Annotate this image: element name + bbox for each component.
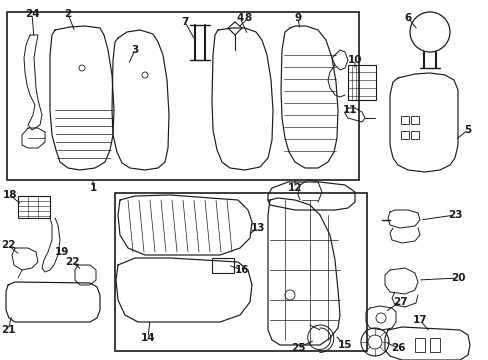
Bar	[18, 196, 50, 218]
Text: 13: 13	[250, 223, 264, 233]
Text: 3: 3	[131, 45, 138, 55]
Text: 7: 7	[181, 17, 188, 27]
Text: 23: 23	[447, 210, 461, 220]
Text: 9: 9	[294, 13, 301, 23]
Text: 5: 5	[464, 125, 470, 135]
Text: 4: 4	[236, 13, 243, 23]
Text: 14: 14	[141, 333, 155, 343]
Bar	[212, 258, 234, 273]
Text: 8: 8	[244, 13, 251, 23]
Text: 2: 2	[64, 9, 71, 19]
Text: 27: 27	[392, 297, 407, 307]
Text: 11: 11	[342, 105, 357, 115]
Text: 16: 16	[234, 265, 249, 275]
Bar	[410, 116, 418, 124]
Text: 22: 22	[1, 240, 15, 250]
Text: 21: 21	[1, 325, 15, 335]
Text: 10: 10	[347, 55, 362, 65]
Text: 25: 25	[290, 343, 305, 353]
Text: 6: 6	[404, 13, 411, 23]
Bar	[400, 116, 408, 124]
Text: 24: 24	[24, 9, 39, 19]
Text: 17: 17	[412, 315, 427, 325]
Text: 26: 26	[390, 343, 405, 353]
Text: 19: 19	[55, 247, 69, 257]
Bar	[400, 131, 408, 139]
Text: 22: 22	[64, 257, 79, 267]
Text: 18: 18	[3, 190, 17, 200]
Bar	[410, 131, 418, 139]
Bar	[7, 12, 358, 180]
Bar	[414, 338, 424, 352]
Bar	[429, 338, 439, 352]
Text: 12: 12	[287, 183, 302, 193]
Text: 15: 15	[337, 340, 351, 350]
Bar	[347, 65, 375, 100]
Text: 1: 1	[89, 183, 97, 193]
Text: 20: 20	[450, 273, 464, 283]
Bar	[115, 193, 366, 351]
